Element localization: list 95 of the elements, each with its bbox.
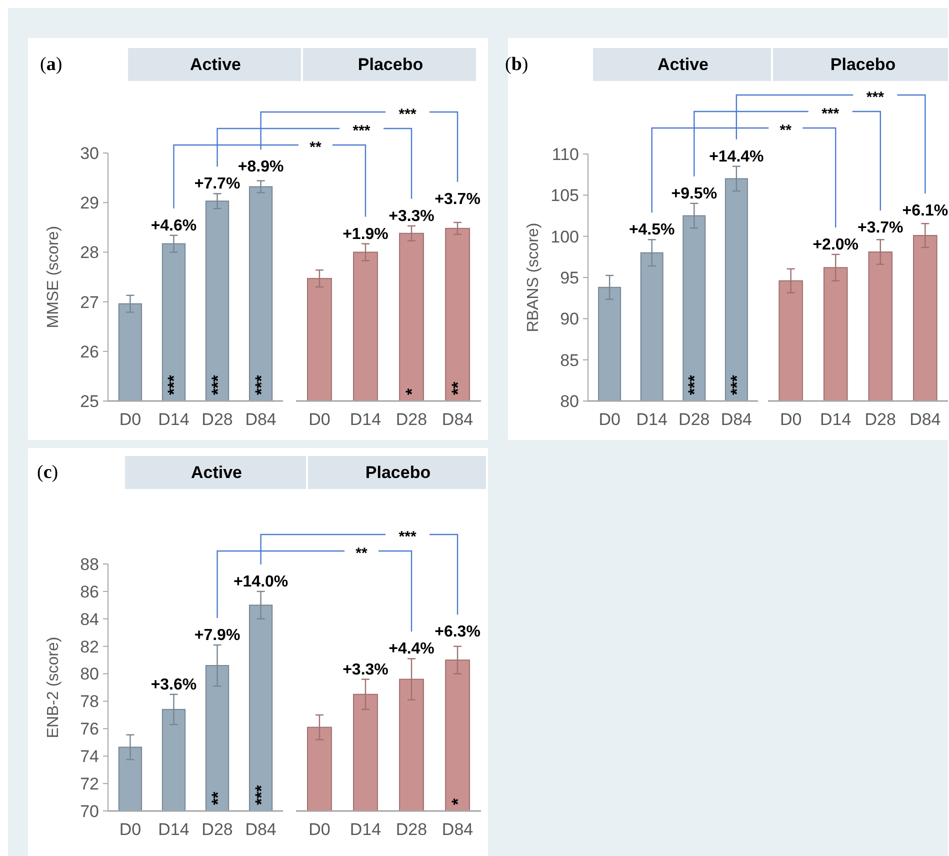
annotation: +8.9% xyxy=(238,158,284,176)
x-tick-label: D84 xyxy=(720,410,752,429)
text: ** xyxy=(780,122,792,139)
text: ** xyxy=(356,545,368,562)
x-tick-label: D84 xyxy=(910,410,941,429)
annotation: +14.4% xyxy=(709,148,764,166)
x-tick-label: D84 xyxy=(245,410,276,429)
annotation: +3.3% xyxy=(388,208,434,225)
y-tick-label: 25 xyxy=(80,392,99,411)
text: *** xyxy=(352,122,370,140)
x-tick-label: D0 xyxy=(308,410,330,429)
y-tick-label: 74 xyxy=(80,747,99,766)
data-label: *** xyxy=(208,374,228,395)
x-tick-label: D14 xyxy=(158,410,190,429)
x-tick-label: D28 xyxy=(202,410,233,429)
x-tick-label: D0 xyxy=(308,820,330,839)
data-label: *** xyxy=(252,374,271,395)
annotation: +9.5% xyxy=(671,185,718,202)
chart-title: Active xyxy=(190,463,242,482)
y-tick-label: 85 xyxy=(560,350,579,370)
text: (c) xyxy=(37,462,58,483)
x-tick-label: D28 xyxy=(202,820,233,839)
chart-title: Placebo xyxy=(358,55,424,74)
y-tick-label: 72 xyxy=(80,774,99,794)
annotation: +4.4% xyxy=(388,640,434,658)
y-tick-label: 90 xyxy=(560,310,579,329)
y-tick-label: 100 xyxy=(550,227,579,246)
annotation: +7.9% xyxy=(194,626,240,644)
y-tick-label: 82 xyxy=(80,637,99,656)
data-label: *** xyxy=(685,374,704,395)
y-tick-label: 80 xyxy=(560,392,579,411)
chart-title: Placebo xyxy=(830,55,896,74)
text: *** xyxy=(866,89,884,106)
x-tick-label: D28 xyxy=(396,410,428,429)
x-tick-label: D14 xyxy=(350,820,382,839)
x-tick-label: D28 xyxy=(396,820,428,839)
y-tick-label: 70 xyxy=(80,802,99,821)
x-tick-label: D0 xyxy=(780,410,802,429)
annotation: +3.3% xyxy=(342,661,388,678)
data-label: *** xyxy=(164,374,184,395)
text: *** xyxy=(822,106,840,122)
annotation: +6.3% xyxy=(434,624,480,641)
x-tick-label: D28 xyxy=(678,410,710,429)
y-tick-label: 110 xyxy=(552,144,579,164)
annotation: +2.0% xyxy=(812,236,859,254)
chart-title: Placebo xyxy=(365,463,431,482)
annotation: +14.0% xyxy=(233,573,288,590)
data-label: ** xyxy=(448,381,468,395)
y-tick-label: 29 xyxy=(80,194,99,213)
text: *** xyxy=(398,528,416,546)
annotation: +6.1% xyxy=(902,202,948,220)
y-tick-label: 28 xyxy=(80,243,99,262)
annotation: +1.9% xyxy=(342,226,388,243)
y-tick-label: 105 xyxy=(550,186,579,206)
text: (a) xyxy=(40,54,62,75)
chart-title: Active xyxy=(190,55,242,74)
annotation: +4.5% xyxy=(628,222,675,239)
data-label: *** xyxy=(727,374,746,395)
text: (b) xyxy=(505,54,528,75)
data-label: * xyxy=(402,388,422,395)
x-tick-label: D28 xyxy=(864,410,896,429)
x-tick-label: D84 xyxy=(442,410,474,429)
x-tick-label: D84 xyxy=(442,820,474,839)
y-tick-label: 78 xyxy=(80,692,99,712)
annotation: +3.7% xyxy=(434,190,480,208)
y-tick-label: 30 xyxy=(80,144,99,163)
y-tick-label: 95 xyxy=(560,268,579,288)
y-axis-title: MMSE (score) xyxy=(45,226,62,328)
annotation: +4.6% xyxy=(150,217,197,234)
y-tick-label: 27 xyxy=(80,292,99,312)
x-tick-label: D0 xyxy=(598,410,620,429)
y-tick-label: 26 xyxy=(80,342,99,362)
y-tick-label: 84 xyxy=(80,610,99,629)
data-label: * xyxy=(448,798,468,805)
y-tick-label: 88 xyxy=(80,554,99,574)
y-axis-title: ENB-2 (score) xyxy=(45,636,62,738)
x-tick-label: D14 xyxy=(820,410,852,429)
data-label: *** xyxy=(252,784,271,805)
annotation: ** xyxy=(310,139,322,156)
x-tick-label: D14 xyxy=(350,410,382,429)
y-tick-label: 80 xyxy=(80,664,99,684)
x-tick-label: D14 xyxy=(158,820,190,839)
annotation: +3.7% xyxy=(857,219,904,236)
data-label: ** xyxy=(208,791,228,805)
x-tick-label: D14 xyxy=(636,410,668,429)
y-tick-label: 86 xyxy=(80,582,99,602)
chart-title: Active xyxy=(657,55,709,74)
x-tick-label: D84 xyxy=(245,820,276,839)
x-tick-label: D0 xyxy=(119,820,142,839)
y-tick-label: 76 xyxy=(80,720,99,739)
annotation: +7.7% xyxy=(194,176,240,193)
y-axis-title: RBANS (score) xyxy=(525,222,542,332)
x-tick-label: D0 xyxy=(119,410,142,429)
annotation: +3.6% xyxy=(150,676,197,694)
text: *** xyxy=(398,106,416,123)
